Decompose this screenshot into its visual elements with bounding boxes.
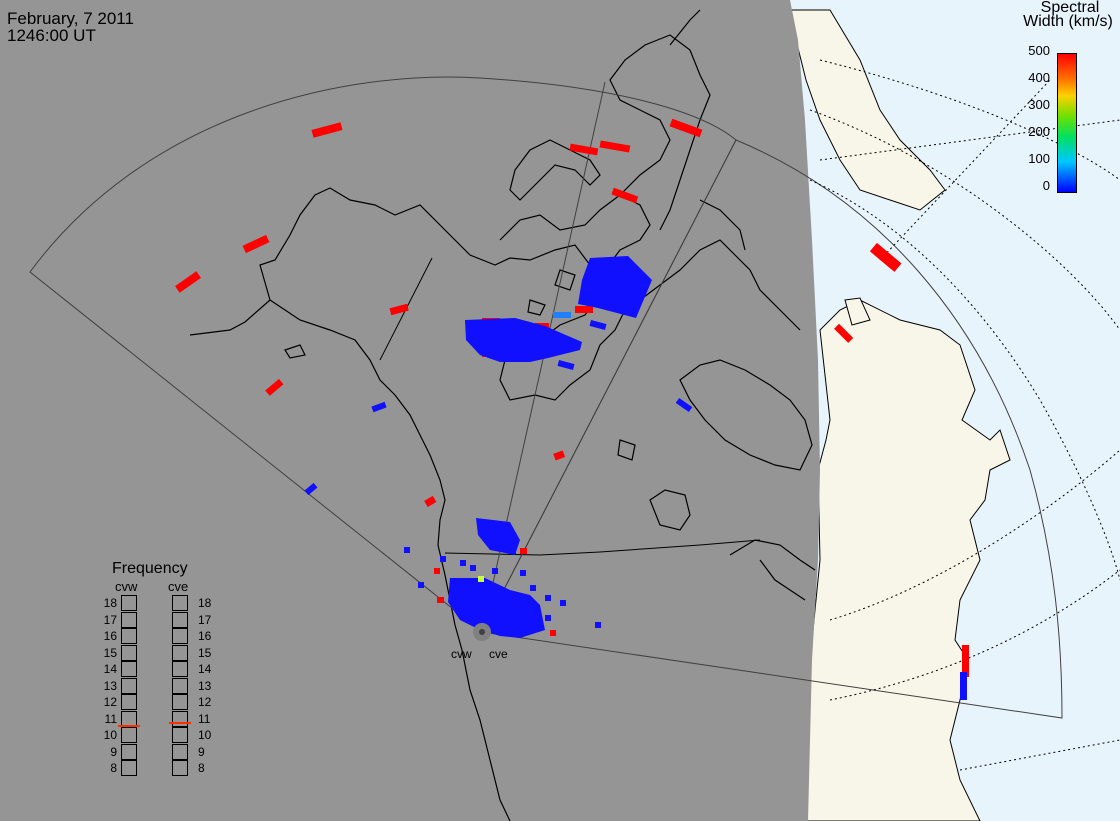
frequency-cell-cvw — [121, 595, 137, 611]
echoes-low-width — [304, 256, 967, 700]
frequency-cell-cvw — [121, 710, 137, 727]
colorbar-tick: 200 — [1028, 124, 1050, 139]
frequency-label-right: 10 — [198, 728, 212, 742]
frequency-cell-cvw — [121, 661, 137, 677]
radar-label-cvw: cvw — [451, 647, 472, 661]
frequency-cell-cvw — [121, 677, 137, 694]
frequency-cell-cve — [172, 694, 188, 710]
frequency-cell-cve — [172, 760, 188, 776]
frequency-label-left: 13 — [103, 678, 117, 693]
frequency-cell-cvw — [121, 694, 137, 710]
frequency-cell-cvw — [121, 611, 137, 628]
colorbar-tick: 400 — [1028, 70, 1050, 85]
frequency-label-right: 17 — [198, 612, 212, 627]
frequency-marker-cvw — [118, 725, 140, 728]
frequency-cell-cve — [172, 743, 188, 760]
radar-echoes — [175, 118, 969, 700]
radar-site-dot — [479, 629, 485, 635]
frequency-marker-cve — [169, 722, 191, 725]
frequency-title: Frequency — [112, 560, 188, 577]
colorbar-tick: 0 — [1042, 178, 1050, 193]
night-region — [0, 0, 820, 821]
frequency-label-right: 18 — [198, 596, 212, 610]
frequency-cell-cvw — [121, 628, 137, 644]
day-land-greenland — [789, 9, 946, 211]
frequency-cell-cve — [172, 628, 188, 644]
radar-label-cve: cve — [489, 647, 508, 661]
frequency-label-right: 12 — [198, 695, 212, 709]
frequency-label-left: 10 — [103, 728, 117, 742]
colorbar-tick: 300 — [1028, 97, 1050, 112]
colorbar-title-line1: Spectral — [1040, 0, 1100, 16]
frequency-label-right: 13 — [198, 678, 212, 693]
frequency-label-left: 18 — [103, 596, 117, 610]
latitude-circles — [809, 59, 1120, 701]
frequency-label-left: 17 — [103, 612, 117, 627]
frequency-cell-cve — [172, 595, 188, 611]
frequency-cell-cvw — [121, 760, 137, 776]
frequency-radar-cve: cve — [168, 579, 189, 594]
frequency-cell-cvw — [121, 743, 137, 760]
frequency-label-left: 15 — [103, 645, 117, 660]
frequency-label-right: 14 — [198, 662, 212, 676]
frequency-cell-cve — [172, 710, 188, 727]
time-label: 1246:00 UT — [7, 26, 96, 45]
frequency-label-right: 8 — [198, 761, 205, 775]
frequency-label-right: 16 — [198, 629, 212, 643]
longitude-lines — [819, 79, 1120, 771]
coastlines — [189, 9, 816, 821]
frequency-label-right: 9 — [198, 744, 205, 759]
frequency-cell-cve — [172, 661, 188, 677]
frequency-label-left: 12 — [103, 695, 117, 709]
frequency-cell-cve — [172, 644, 188, 661]
date-label: February, 7 2011 — [7, 9, 134, 28]
frequency-label-left: 16 — [103, 629, 117, 643]
frequency-label-right: 15 — [198, 645, 212, 660]
frequency-cell-cvw — [121, 644, 137, 661]
frequency-label-left: 8 — [110, 761, 117, 775]
frequency-cell-cve — [172, 611, 188, 628]
colorbar-tick: 100 — [1028, 151, 1050, 166]
day-land-small — [844, 297, 871, 326]
colorbar-tick: 500 — [1028, 43, 1050, 58]
frequency-label-left: 11 — [104, 711, 117, 726]
frequency-radar-cvw: cvw — [115, 579, 138, 594]
frequency-cell-cve — [172, 677, 188, 694]
frequency-cell-cve — [172, 727, 188, 743]
frequency-label-right: 11 — [198, 711, 211, 726]
colorbar-gradient — [1057, 53, 1077, 193]
colorbar-title-line2: Width (km/s) — [1023, 13, 1113, 30]
frequency-cell-cvw — [121, 727, 137, 743]
echo-mid-width — [478, 576, 484, 582]
frequency-label-left: 14 — [103, 662, 117, 676]
frequency-label-left: 9 — [110, 744, 117, 759]
